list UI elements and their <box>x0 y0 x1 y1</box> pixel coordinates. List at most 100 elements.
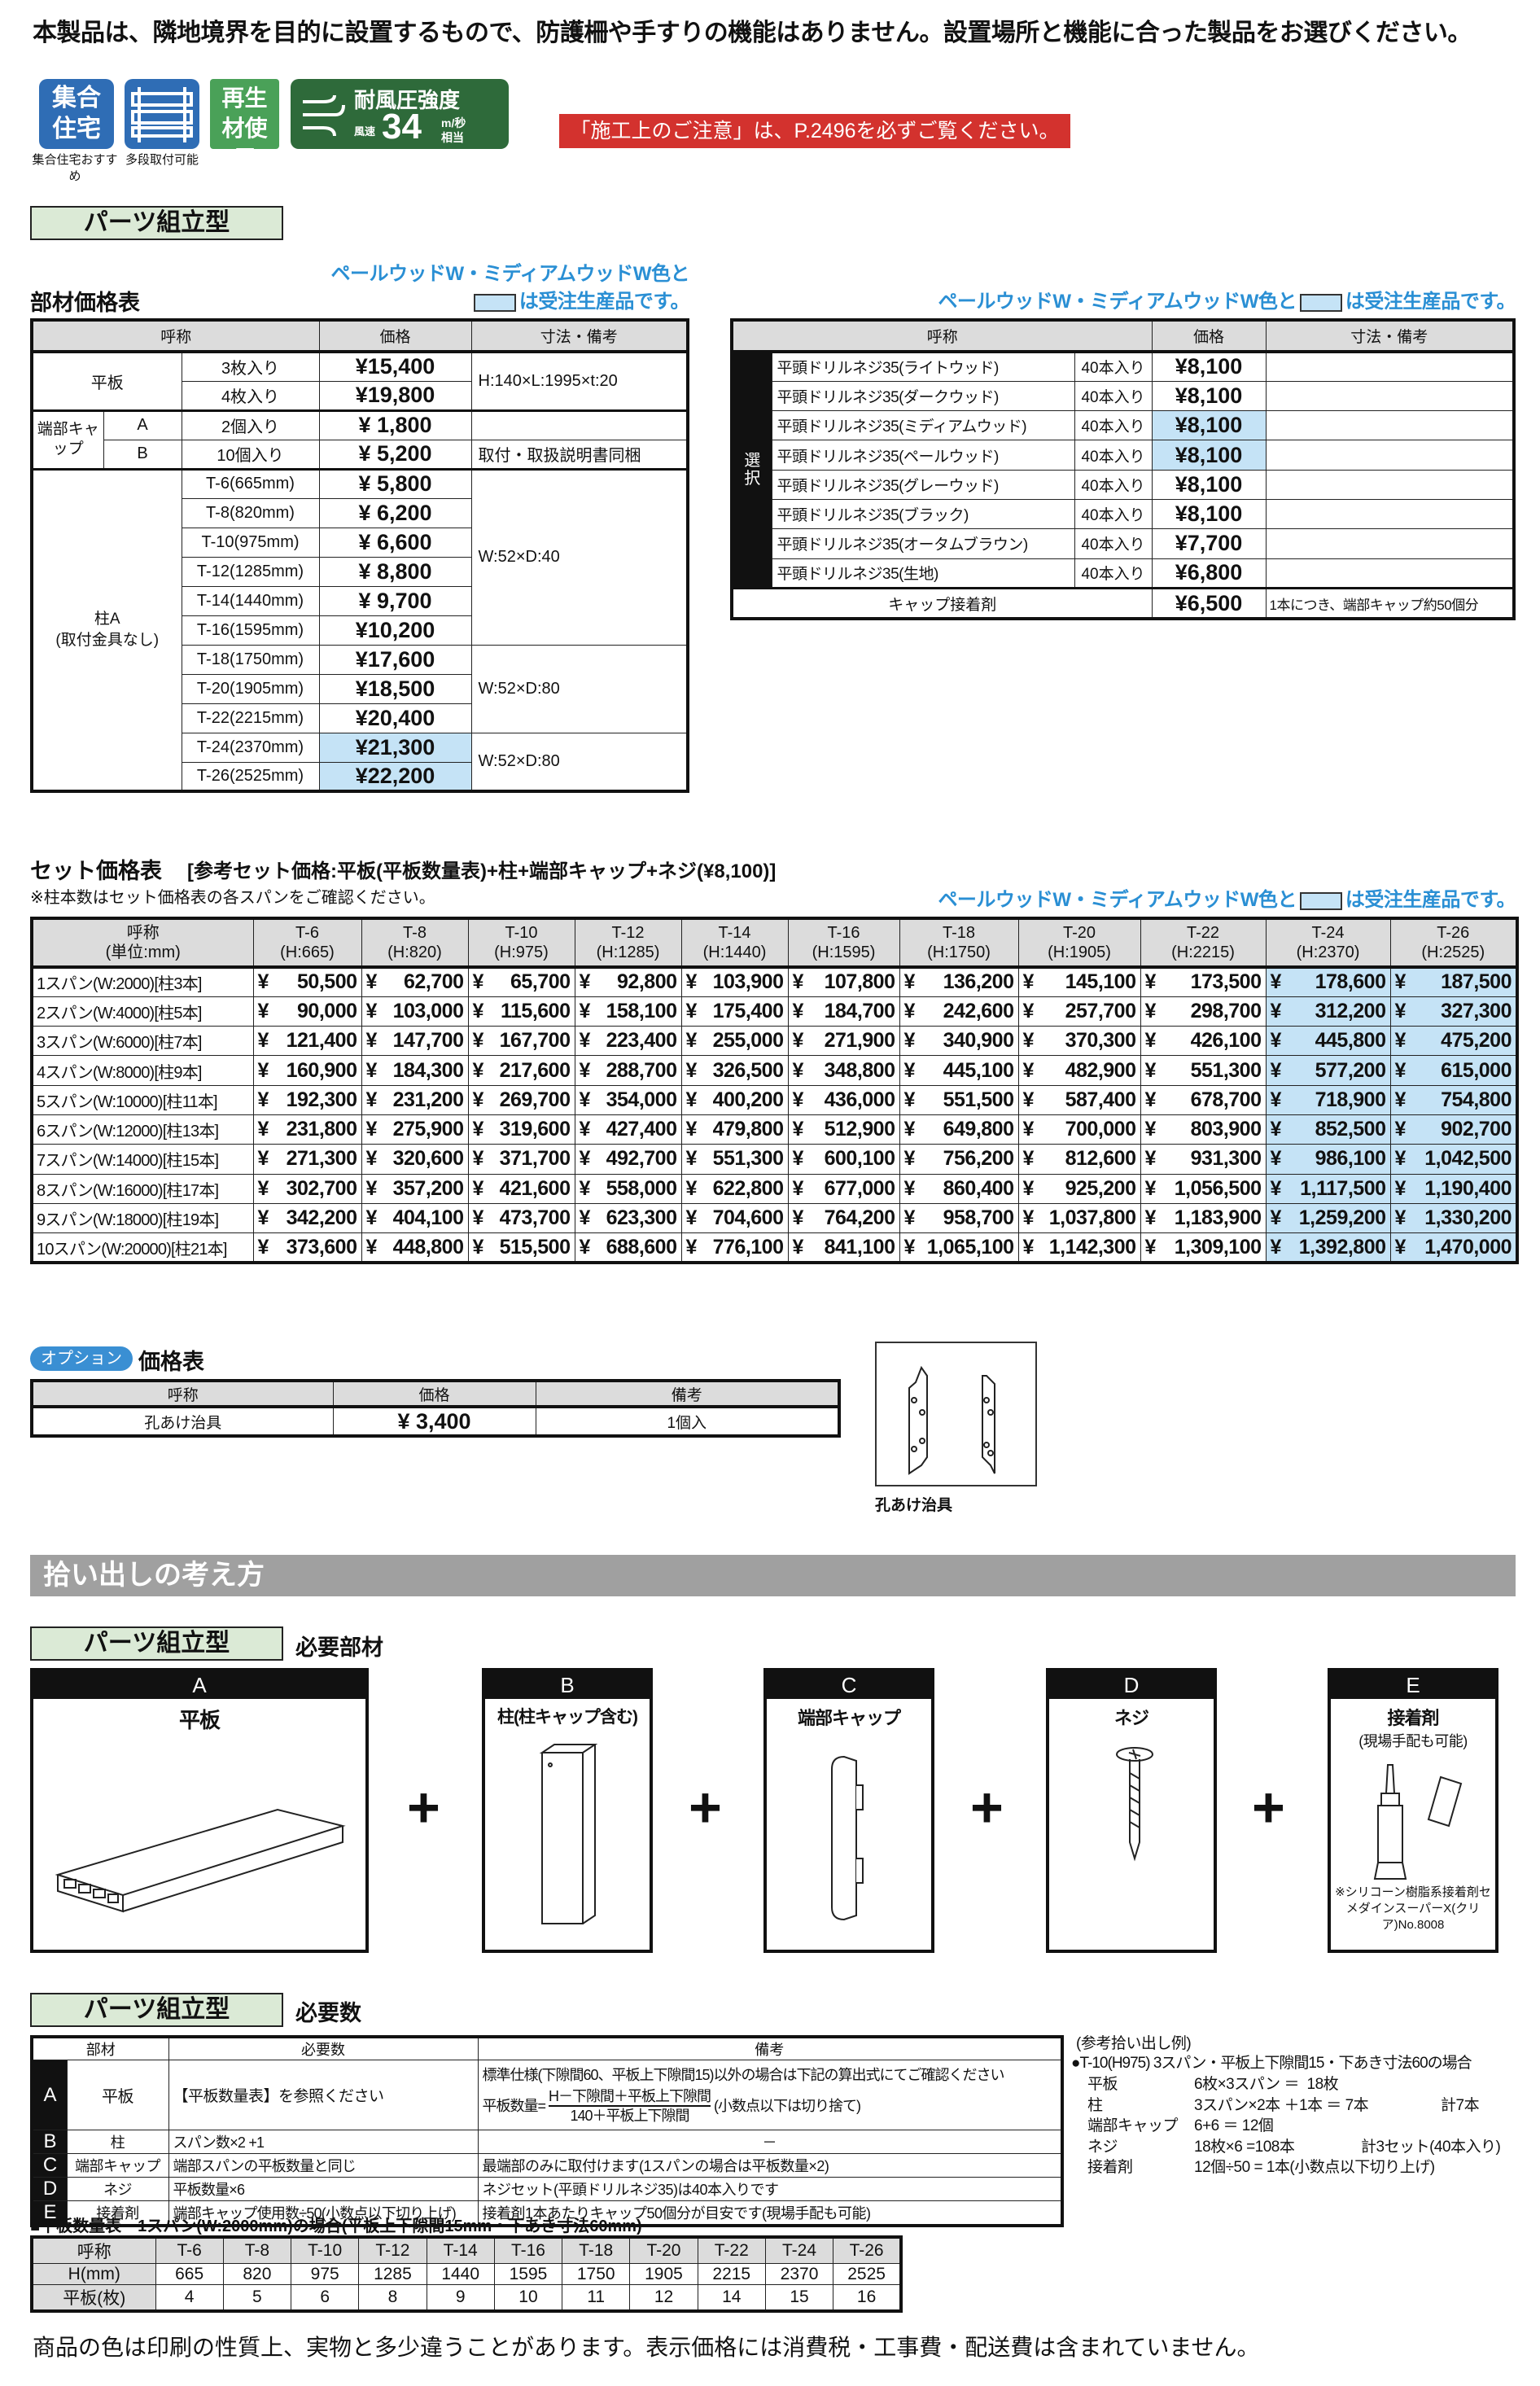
yen-sign: ¥ <box>1394 1088 1407 1111</box>
flat-qty-cell: T-6 <box>155 2236 224 2264</box>
yen-sign: ¥ <box>1144 999 1157 1022</box>
note-text: は受注生産品です。 <box>518 291 690 313</box>
flat-qty-cell: 975 <box>291 2263 360 2285</box>
set-price: 764,200 <box>824 1206 895 1230</box>
set-price-cell: ¥718,900 <box>1265 1084 1391 1115</box>
yen-sign: ¥ <box>1270 999 1282 1022</box>
set-price: 688,600 <box>606 1235 677 1259</box>
price: ¥10,200 <box>318 615 472 646</box>
screw-note <box>1265 440 1515 471</box>
yen-sign: ¥ <box>903 1147 916 1171</box>
set-table-footnote: ※柱本数はセット価格表の各スパンをご確認ください。 <box>30 889 435 907</box>
part-name: 平板 <box>66 2060 169 2130</box>
size-column-header: T-26 (H:2525) <box>1389 917 1518 969</box>
screw-name: 平頭ドリルネジ35(生地) <box>771 558 1075 589</box>
set-price: 257,700 <box>1065 999 1136 1022</box>
flat-qty-cell: T-20 <box>629 2236 698 2264</box>
set-table-subtitle: [参考セット価格:平板(平板数量表)+柱+端部キャップ+ネジ(¥8,100)] <box>187 860 777 882</box>
option-price: ¥ 3,400 <box>332 1406 536 1437</box>
takeoff-banner: 拾い出しの考え方 <box>30 1555 1516 1596</box>
set-price-cell: ¥357,200 <box>361 1173 469 1204</box>
yen-sign: ¥ <box>792 1235 804 1259</box>
set-price-cell: ¥776,100 <box>680 1232 789 1263</box>
set-price-cell: ¥302,700 <box>252 1173 362 1204</box>
size-height: (H:820) <box>387 943 442 961</box>
flat-qty-cell: T-22 <box>697 2236 766 2264</box>
type: B <box>103 439 182 470</box>
size-name: T-26 <box>1437 924 1470 942</box>
set-price-cell: ¥1,309,100 <box>1140 1232 1267 1263</box>
flat-qty-cell: T-8 <box>222 2236 292 2264</box>
yen-sign: ¥ <box>257 1029 269 1053</box>
screw-note <box>1265 528 1515 559</box>
spec: 3枚入り <box>181 351 320 382</box>
set-price-cell: ¥678,700 <box>1140 1084 1267 1115</box>
set-price-cell: ¥103,900 <box>680 966 789 997</box>
set-price-cell: ¥184,300 <box>361 1055 469 1086</box>
yen-sign: ¥ <box>472 1206 484 1230</box>
screw-row: 選択 平頭ドリルネジ35(ライトウッド) 40本入り ¥8,100 <box>731 351 1515 589</box>
part-card-e: E 接着剤 (現場手配も可能) ※シリコーン樹脂系接着剤セメダインスーパーX(ク… <box>1328 1668 1498 1953</box>
yen-sign: ¥ <box>1144 1235 1157 1259</box>
yen-sign: ¥ <box>685 1235 698 1259</box>
post-row: 柱A (取付金具なし) T-6(665mm) ¥ 5,800 W:52×D:40 <box>31 468 689 792</box>
header-notice: 本製品は、隣地境界を目的に設置するもので、防護柵や手すりの機能はありません。設置… <box>33 20 1472 46</box>
spec: T-16(1595mm) <box>181 615 320 646</box>
set-price-cell: ¥217,600 <box>467 1055 575 1086</box>
req-row: D ネジ 平板数量×6 ネジセット(平頭ドリルネジ35)は40本入りです <box>31 2177 1063 2201</box>
set-price: 145,100 <box>1065 970 1136 994</box>
yen-sign: ¥ <box>1394 1058 1407 1082</box>
plus-sign: + <box>407 1775 440 1839</box>
yen-sign: ¥ <box>257 1118 269 1141</box>
set-price-table: 呼称 (単位:mm) T-6 (H:665) T-8 (H:820) T-10 (H:975)… <box>30 917 1519 1264</box>
set-price-cell: ¥1,190,400 <box>1389 1173 1518 1204</box>
size-name: T-22 <box>1186 924 1220 942</box>
screw-qty: 40本入り <box>1074 528 1153 559</box>
set-price: 615,000 <box>1441 1058 1512 1082</box>
set-price: 649,800 <box>943 1118 1014 1141</box>
set-price: 400,200 <box>712 1088 784 1111</box>
span-row: 2スパン(W:4000)[柱5本] ¥90,000 ¥103,000 ¥115,600… <box>31 996 1518 1027</box>
set-price: 427,400 <box>606 1118 677 1141</box>
set-price-cell: ¥1,042,500 <box>1389 1144 1518 1175</box>
caution-banner[interactable]: 「施工上のご注意」は、P.2496を必ずご覧ください。 <box>559 114 1070 148</box>
set-price-cell: ¥448,800 <box>361 1232 469 1263</box>
col-header-price: 価格 <box>332 1380 536 1408</box>
col-header-name: 呼称 <box>731 319 1153 353</box>
set-price-cell: ¥704,600 <box>680 1202 789 1234</box>
set-price-cell: ¥1,037,800 <box>1017 1202 1141 1234</box>
multistage-caption: 多段取付可能 <box>125 153 199 167</box>
set-price: 167,700 <box>499 1029 571 1053</box>
yen-sign: ¥ <box>365 1176 378 1200</box>
screw-name: 平頭ドリルネジ35(ブラック) <box>771 498 1075 530</box>
yen-sign: ¥ <box>685 1206 698 1230</box>
flat-qty-cell: 1285 <box>358 2263 427 2285</box>
set-price-cell: ¥1,142,300 <box>1017 1232 1141 1263</box>
set-price: 551,300 <box>1190 1058 1262 1082</box>
set-price: 175,400 <box>712 999 784 1022</box>
note-text: は受注生産品です。 <box>1345 291 1516 313</box>
screw-row: 平頭ドリルネジ35(オータムブラウン) 40本入り ¥7,700 <box>732 528 1515 559</box>
formula-lhs: 平板数量= <box>482 2097 547 2114</box>
screw-note <box>1265 351 1515 382</box>
multistage-icon <box>125 79 199 149</box>
set-price-cell: ¥756,200 <box>899 1144 1019 1175</box>
yen-sign: ¥ <box>1270 970 1282 994</box>
screw-row: 平頭ドリルネジ35(生地) 40本入り ¥6,800 <box>732 558 1515 589</box>
yen-sign: ¥ <box>792 1147 804 1171</box>
set-price: 841,100 <box>824 1235 895 1259</box>
wind-title: 耐風圧強度 <box>354 88 461 112</box>
post-row: T-8(820mm) ¥ 6,200 <box>32 497 688 528</box>
yen-sign: ¥ <box>257 1088 269 1111</box>
set-price: 192,300 <box>286 1088 357 1111</box>
set-price: 558,000 <box>606 1176 677 1200</box>
part-qty: 【平板数量表】を参照ください <box>168 2060 479 2130</box>
set-price-cell: ¥615,000 <box>1389 1055 1518 1086</box>
part-name: 平板 <box>178 1708 221 1732</box>
spec: T-10(975mm) <box>181 527 320 558</box>
set-price: 158,100 <box>606 999 677 1022</box>
set-price-cell: ¥587,400 <box>1017 1084 1141 1115</box>
note: 取付・取扱説明書同梱 <box>470 439 689 470</box>
yen-sign: ¥ <box>1270 1235 1282 1259</box>
part-letter: C <box>767 1671 931 1699</box>
